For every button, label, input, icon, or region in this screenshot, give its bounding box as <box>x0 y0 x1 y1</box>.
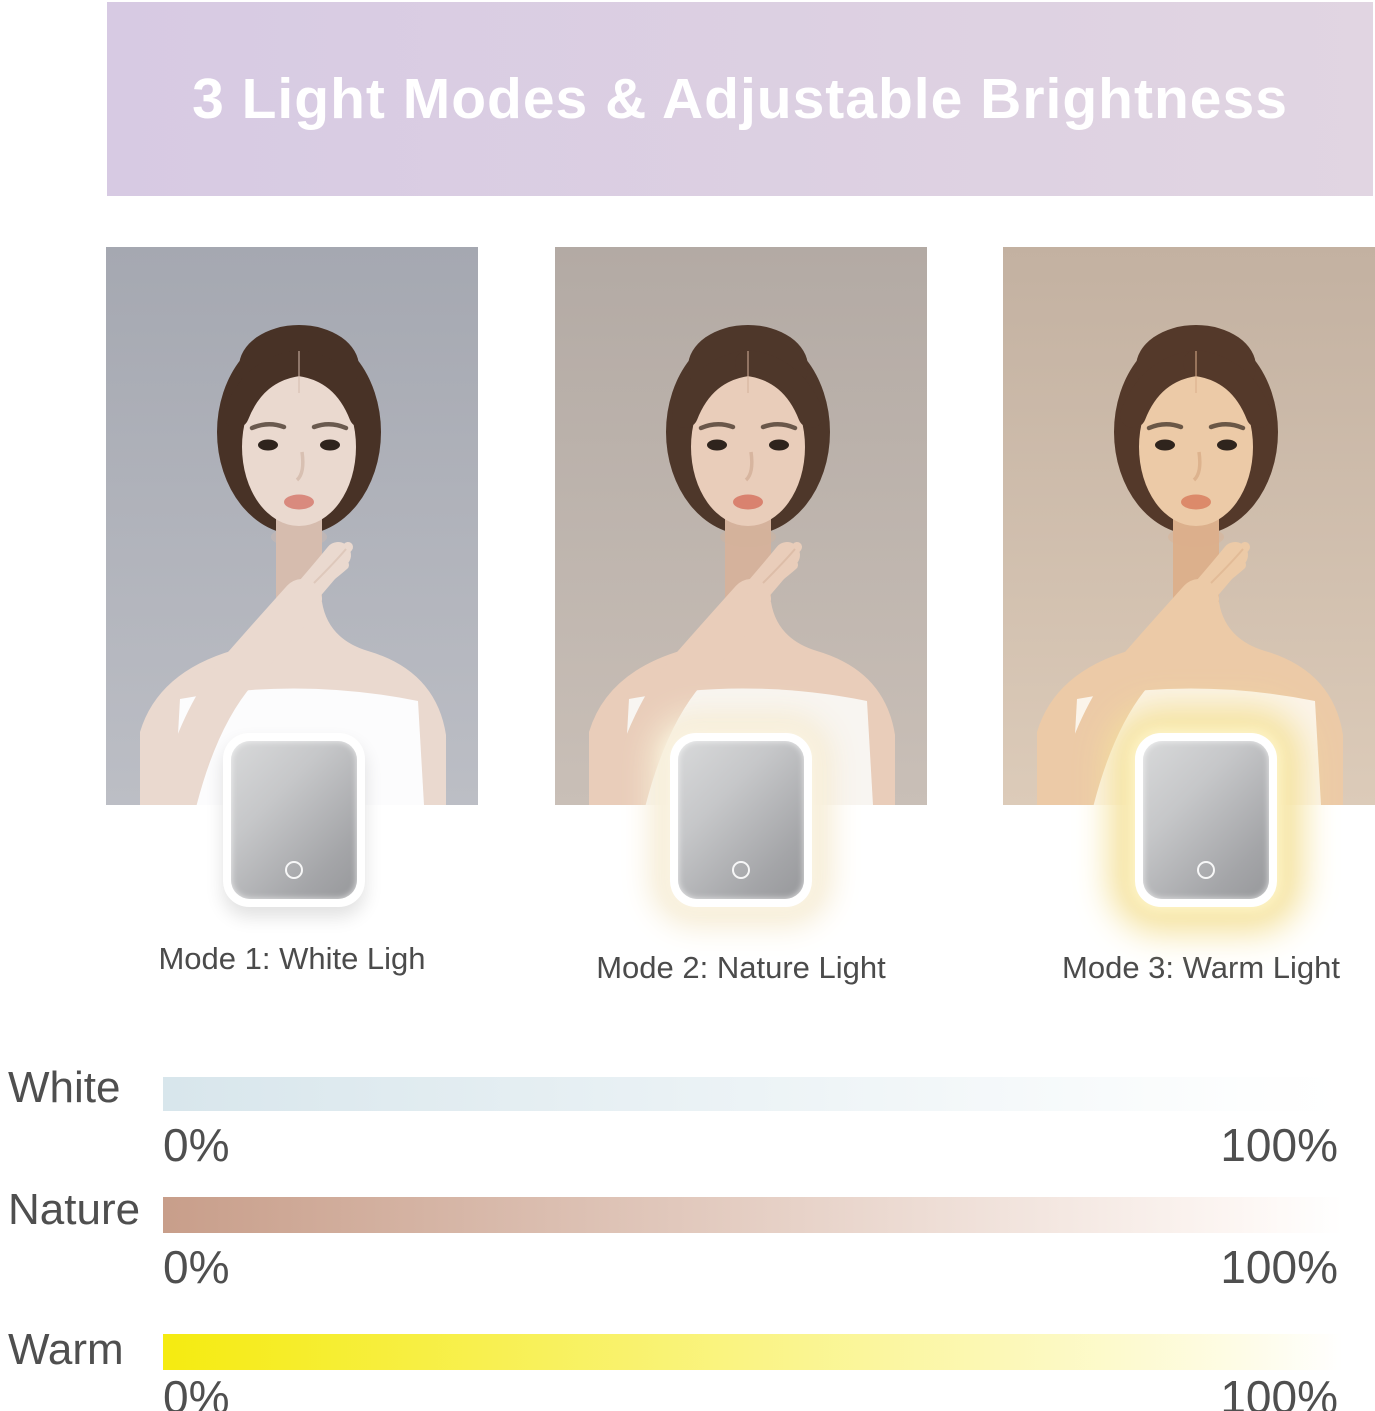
caption-mode-2: Mode 2: Nature Light <box>596 950 886 985</box>
min-label-nature: 0% <box>163 1241 230 1293</box>
mirror-glass <box>1143 741 1269 899</box>
min-label-white: 0% <box>163 1119 230 1171</box>
banner: 3 Light Modes & Adjustable Brightness <box>107 2 1373 196</box>
mirror-product-warm-light <box>1135 733 1277 907</box>
touch-button-icon <box>732 861 750 879</box>
gradient-bar-white <box>163 1077 1343 1111</box>
slider-label-warm: Warm <box>8 1325 124 1374</box>
min-label-warm: 0% <box>163 1371 230 1411</box>
woman-portrait-illustration <box>1037 325 1343 805</box>
caption-mode-3: Mode 3: Warm Light <box>1062 950 1340 985</box>
mirror-glass <box>231 741 357 899</box>
slider-label-white: White <box>8 1063 121 1112</box>
touch-button-icon <box>1197 861 1215 879</box>
woman-portrait-illustration <box>589 325 895 805</box>
gradient-bar-nature <box>163 1197 1343 1233</box>
max-label-warm: 100% <box>1220 1371 1338 1411</box>
photo-mode-2-nature-light <box>555 247 927 805</box>
touch-button-icon <box>285 861 303 879</box>
banner-title: 3 Light Modes & Adjustable Brightness <box>192 67 1288 131</box>
gradient-bar-warm <box>163 1334 1343 1370</box>
woman-portrait-illustration <box>140 325 446 805</box>
max-label-white: 100% <box>1220 1119 1338 1171</box>
caption-mode-1: Mode 1: White Ligh <box>158 941 426 976</box>
photo-mode-3-warm-light <box>1003 247 1375 805</box>
mirror-glass <box>678 741 804 899</box>
mirror-product-white-light <box>223 733 365 907</box>
slider-label-nature: Nature <box>8 1185 141 1234</box>
photo-mode-1-white-light <box>106 247 478 805</box>
max-label-nature: 100% <box>1220 1241 1338 1293</box>
mirror-product-nature-light <box>670 733 812 907</box>
